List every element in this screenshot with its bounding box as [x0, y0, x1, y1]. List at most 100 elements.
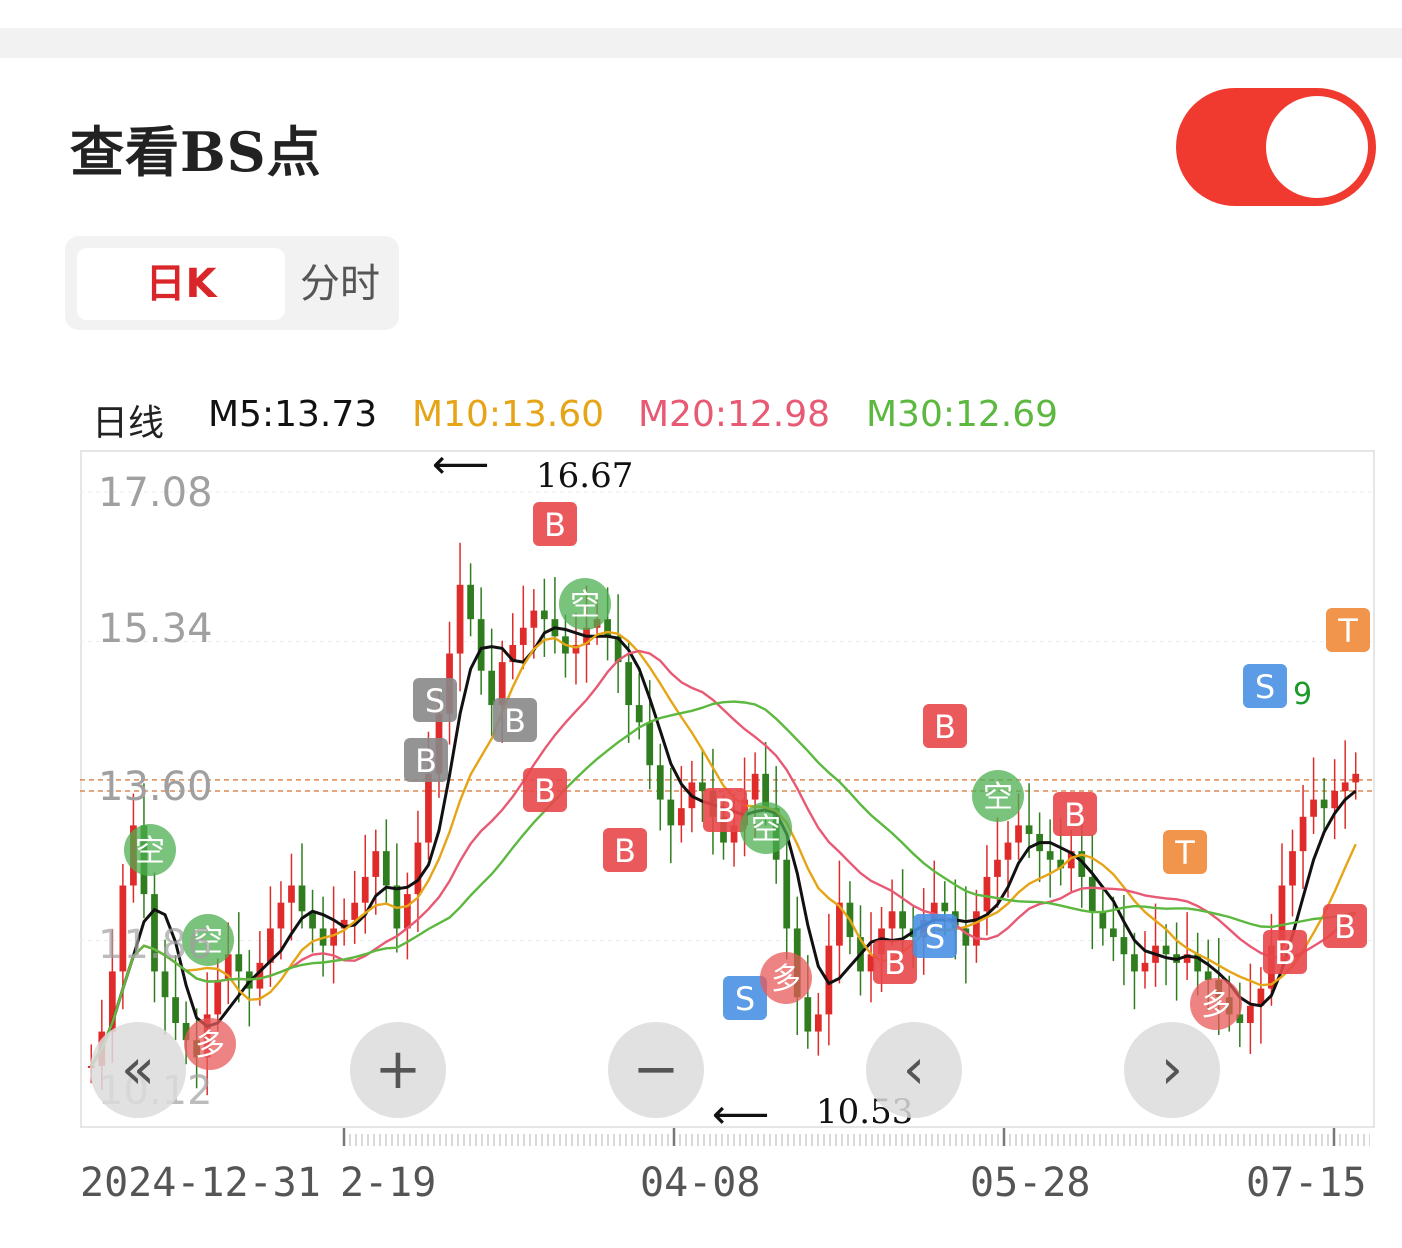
sell-marker — [913, 914, 957, 958]
high-arrow-icon: ⟵ — [432, 442, 490, 488]
candle-body — [372, 851, 380, 877]
ma20-value: M20:12.98 — [638, 394, 831, 435]
candle-body — [330, 928, 337, 946]
short-marker-text: 空 — [193, 924, 223, 959]
long-marker — [184, 1018, 236, 1070]
next-button[interactable]: › — [1124, 1022, 1220, 1118]
period-segmented-control: 日K 分时 — [65, 236, 399, 330]
candle-body — [825, 945, 833, 1015]
buy-marker-grey — [404, 738, 448, 782]
nine-marker: 9 — [1293, 677, 1312, 712]
candle-body — [267, 928, 274, 963]
candle-body — [1078, 851, 1086, 877]
x-tick-label: 04-08 — [640, 1160, 761, 1206]
buy-marker-text: B — [1334, 908, 1356, 946]
sell-marker-text: S — [735, 980, 755, 1018]
candle-body — [172, 997, 179, 1023]
buy-marker-text: B — [544, 506, 566, 544]
candle-body — [456, 584, 464, 654]
candle-body — [235, 954, 243, 972]
short-marker — [182, 914, 234, 966]
candle-body — [730, 825, 738, 843]
candle-body — [1194, 954, 1202, 972]
chevron-left-icon: ‹ — [902, 1037, 926, 1102]
sell-marker — [1243, 664, 1287, 708]
buy-marker-grey-text: B — [504, 702, 526, 740]
candle-body — [340, 919, 348, 929]
buy-marker — [533, 502, 577, 546]
candle-body — [530, 610, 538, 628]
y-tick-label: 11.86 — [98, 922, 213, 968]
low-arrow-icon: ⟵ — [712, 1092, 770, 1138]
short-marker-text: 空 — [135, 834, 165, 869]
zoom-in-button[interactable]: + — [350, 1022, 446, 1118]
status-strip — [0, 0, 1402, 58]
minus-icon: − — [632, 1037, 680, 1102]
long-marker-text: 多 — [195, 1028, 225, 1063]
buy-marker — [1263, 930, 1307, 974]
candle-body — [1004, 842, 1012, 860]
y-tick-label: 15.34 — [98, 606, 213, 652]
ma30-value: M30:12.69 — [866, 394, 1059, 435]
candle-body — [477, 619, 485, 671]
candle-body — [762, 773, 770, 809]
candle-body — [1310, 799, 1317, 817]
candle-body — [1352, 773, 1360, 783]
high-price-label: 16.67 — [536, 456, 634, 496]
candle-body — [994, 859, 1001, 877]
candle-body — [783, 859, 791, 929]
zoom-out-button[interactable]: − — [608, 1022, 704, 1118]
buy-marker-grey-text: B — [415, 742, 437, 780]
tab-intraday[interactable]: 分时 — [300, 261, 380, 307]
candle-body — [182, 1022, 190, 1041]
candle-body — [1299, 816, 1307, 852]
rewind-button[interactable]: « — [90, 1022, 186, 1118]
candle-body — [1162, 945, 1170, 955]
candle-body — [1057, 859, 1065, 869]
candle-body — [1246, 1005, 1254, 1023]
candle-body — [425, 773, 432, 843]
buy-marker — [923, 704, 967, 748]
candle-body — [414, 842, 422, 895]
x-tick-label: 05-28 — [970, 1160, 1091, 1206]
candle-body — [614, 636, 622, 663]
sell-marker — [723, 976, 767, 1020]
candle-body — [277, 902, 285, 929]
sell-marker-grey — [413, 678, 457, 722]
candle-body — [298, 885, 306, 912]
long-marker-text: 多 — [771, 962, 801, 997]
candle-body — [1204, 971, 1212, 981]
candle-body — [108, 971, 116, 1032]
candle-body — [625, 662, 633, 706]
time-ruler[interactable] — [340, 1128, 1370, 1148]
candle-body — [1015, 825, 1022, 843]
candle-body — [488, 670, 496, 706]
candle-body — [677, 808, 685, 826]
bs-points-toggle[interactable] — [1176, 88, 1376, 206]
ma5-value: M5:13.73 — [208, 394, 378, 435]
candle-body — [1236, 1014, 1244, 1023]
buy-marker — [1323, 904, 1367, 948]
candle-body — [635, 705, 643, 723]
short-marker-text: 空 — [983, 780, 1013, 815]
candle-body — [540, 610, 548, 620]
tab-daily-k[interactable]: 日K — [77, 248, 285, 320]
short-marker — [124, 824, 176, 876]
candle-body — [973, 911, 980, 946]
candle-body — [646, 722, 654, 766]
sell-marker-text: S — [1255, 668, 1275, 706]
prev-button[interactable]: ‹ — [866, 1022, 962, 1118]
candle-body — [1320, 799, 1328, 809]
short-marker — [740, 802, 792, 854]
buy-marker-text: B — [884, 944, 906, 982]
take-profit-marker — [1326, 608, 1370, 652]
page-title: 查看BS点 — [70, 120, 322, 184]
buy-marker-grey — [493, 698, 537, 742]
candle-body — [119, 885, 127, 972]
candle-body — [836, 902, 843, 946]
toggle-knob — [1266, 96, 1368, 198]
long-marker-text: 多 — [1201, 988, 1231, 1023]
buy-marker-text: B — [1274, 934, 1296, 972]
ma-line — [90, 630, 1357, 1067]
candle-body — [941, 902, 949, 912]
